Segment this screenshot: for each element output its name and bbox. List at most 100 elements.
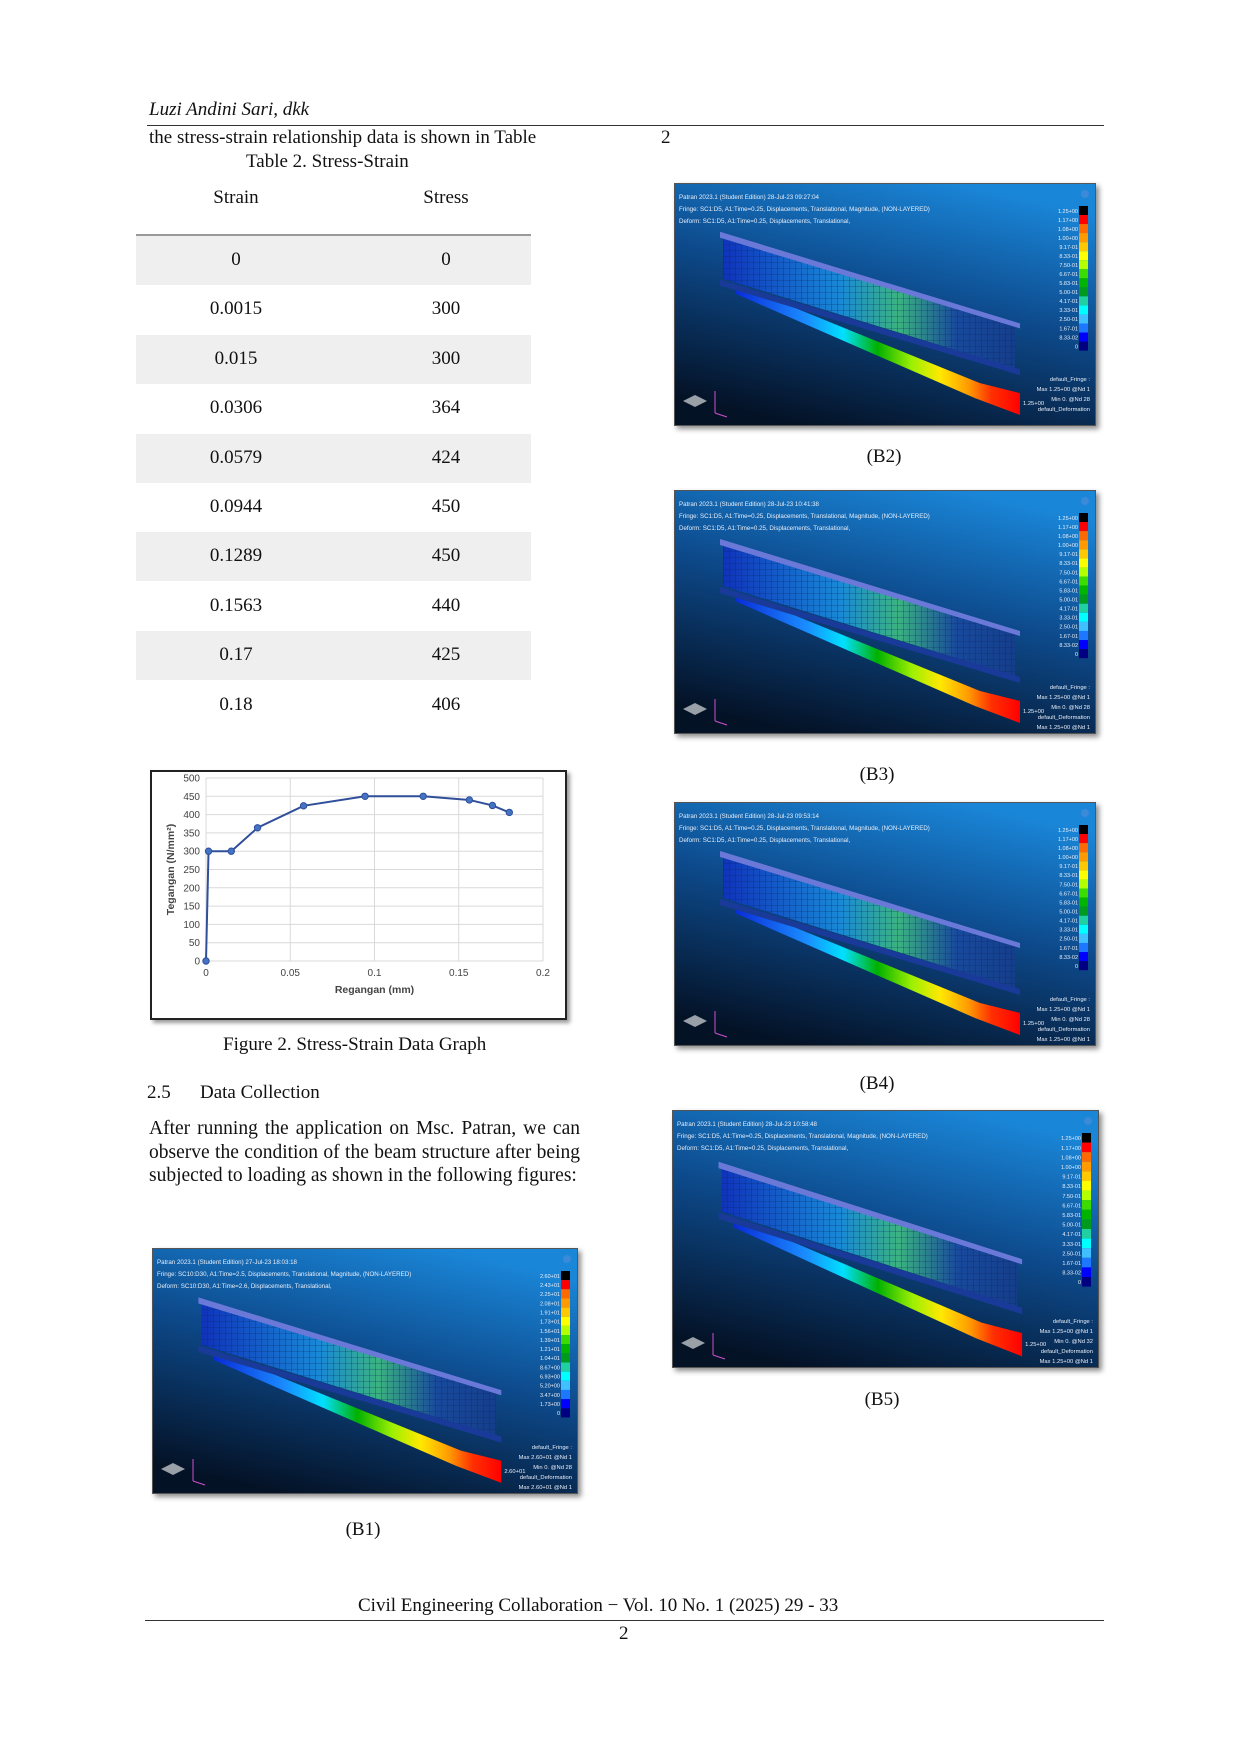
- fringe-legend-value: 5.00-01: [1059, 909, 1078, 915]
- fringe-color-swatch: [1082, 1209, 1091, 1220]
- beam-bottom-flange: [733, 1216, 1023, 1357]
- chart-svg: 0 50 100 150 200 250 300 350 400 450 500 0 0.05 0.1 0.…: [165, 774, 550, 997]
- fringe-color-swatch: [1079, 558, 1088, 568]
- fringe-color-swatch: [1079, 206, 1088, 216]
- section-title: Data Collection: [200, 1082, 320, 1103]
- fringe-legend-value: 0: [1075, 652, 1078, 658]
- patran-info-line: Deform: SC1:D5, A1:Time=0.25, Displaceme…: [677, 1145, 848, 1152]
- fringe-color-swatch: [1079, 215, 1088, 225]
- fringe-legend-value: 5.00-01: [1059, 290, 1078, 296]
- cell-strain: 0.015: [214, 347, 258, 369]
- fringe-color-swatch: [561, 1280, 570, 1290]
- fringe-legend-value: 1.73+01: [540, 1320, 560, 1326]
- fringe-summary-line: default_Fringe :: [1053, 1319, 1094, 1325]
- beam-top-flange: [198, 1297, 502, 1396]
- patran-render: Patran 2023.1 (Student Edition) 27-Jul-2…: [153, 1249, 577, 1493]
- table-row: 0.0944 450: [136, 483, 531, 532]
- fringe-legend-value: 0: [1078, 1280, 1081, 1286]
- fringe-color-swatch: [1079, 888, 1088, 898]
- figure-b3: Patran 2023.1 (Student Edition) 28-Jul-2…: [674, 490, 1096, 734]
- table-row: 0.17 425: [136, 631, 531, 681]
- y-tick-label: 300: [183, 847, 200, 858]
- fringe-legend-value: 0: [557, 1411, 560, 1417]
- y-tick-label: 100: [183, 920, 200, 931]
- running-header-author: Luzi Andini Sari, dkk: [149, 99, 310, 120]
- patran-info-line: Deform: SC1:D5, A1:Time=0.25, Displaceme…: [679, 837, 850, 844]
- fringe-legend-value: 0: [1075, 964, 1078, 970]
- fringe-summary-line: default_Deformation: [1038, 1027, 1090, 1033]
- fringe-summary-line: Max 1.25+00 @Nd 1: [1037, 1007, 1090, 1013]
- fringe-color-swatch: [1079, 576, 1088, 586]
- patran-render: Patran 2023.1 (Student Edition) 28-Jul-2…: [675, 491, 1095, 733]
- cell-strain: 0.17: [219, 644, 253, 666]
- body-paragraph: After running the application on Msc. Pa…: [149, 1118, 580, 1186]
- patran-info-line: Patran 2023.1 (Student Edition) 28-Jul-2…: [677, 1121, 818, 1128]
- table-row: 0.1563 440: [136, 582, 531, 631]
- fringe-color-swatch: [1079, 603, 1088, 613]
- fringe-summary-line: Max 1.25+00 @Nd 1: [1040, 1329, 1093, 1335]
- fringe-legend-value: 5.83-01: [1059, 588, 1078, 594]
- data-point: [299, 802, 308, 810]
- figure-b1-label: (B1): [345, 1519, 381, 1540]
- fringe-summary-line: Min 0. @Nd 28: [1051, 705, 1090, 711]
- fringe-summary-line: Min 0. @Nd 28: [1051, 1017, 1090, 1023]
- fringe-legend-value: 2.50-01: [1059, 937, 1078, 943]
- fringe-legend-value: 1.08+00: [1058, 534, 1078, 540]
- fringe-color-swatch: [561, 1371, 570, 1381]
- fringe-legend-value: 5.00-01: [1059, 597, 1078, 603]
- patran-render: Patran 2023.1 (Student Edition) 28-Jul-2…: [673, 1111, 1098, 1367]
- fringe-color-swatch: [1079, 879, 1088, 889]
- fringe-summary-line: default_Deformation: [1041, 1349, 1093, 1355]
- fringe-legend-value: 4.17-01: [1059, 299, 1078, 305]
- fringe-color-swatch: [561, 1380, 570, 1390]
- y-tick-label: 150: [183, 902, 200, 913]
- patran-render: Patran 2023.1 (Student Edition) 28-Jul-2…: [675, 803, 1095, 1045]
- fringe-color-swatch: [1079, 870, 1088, 880]
- patran-logo-icon: [1081, 497, 1089, 505]
- beam-lower-flange-edge: [198, 1345, 502, 1443]
- beam-mesh: [723, 235, 1015, 369]
- cell-strain: 0.0944: [209, 496, 263, 517]
- fringe-color-swatch: [561, 1408, 570, 1418]
- fringe-legend-value: 6.93+00: [540, 1375, 560, 1381]
- fringe-summary-line: Max 1.25+00 @Nd 1: [1037, 725, 1090, 731]
- fringe-color-swatch: [1082, 1200, 1091, 1210]
- patran-info-line: Deform: SC10:D30, A1:Time=2.6, Displacem…: [157, 1283, 332, 1290]
- series-line: [205, 795, 510, 962]
- fringe-legend-value: 8.33-01: [1059, 254, 1078, 260]
- beam-lower-flange-edge: [720, 279, 1020, 376]
- fringe-legend-value: 1.17+00: [1058, 525, 1078, 531]
- fringe-legend-value: 1.00+00: [1061, 1165, 1081, 1171]
- beam-top-flange: [720, 539, 1020, 636]
- max-value-tag: 1.25+00: [1025, 1342, 1046, 1348]
- fringe-legend-value: 8.33-02: [1062, 1271, 1081, 1277]
- patran-logo-icon: [563, 1255, 571, 1263]
- fringe-color-swatch: [1082, 1181, 1091, 1191]
- fringe-color-swatch: [1082, 1248, 1091, 1258]
- fringe-legend-value: 1.17+00: [1061, 1146, 1081, 1152]
- fringe-legend-value: 0: [1075, 344, 1078, 350]
- fringe-color-swatch: [1079, 513, 1088, 523]
- x-tick-label: 0.2: [536, 968, 550, 979]
- fringe-color-swatch: [1082, 1229, 1091, 1239]
- axis-triad-icon: [681, 1333, 726, 1360]
- footer-journal: Civil Engineering Collaboration − Vol. 1…: [358, 1595, 839, 1616]
- fringe-legend-value: 8.67+00: [540, 1365, 560, 1371]
- data-point: [361, 792, 369, 800]
- fringe-color-swatch: [1082, 1238, 1091, 1249]
- fringe-color-swatch: [561, 1362, 570, 1372]
- patran-info-line: Patran 2023.1 (Student Edition) 28-Jul-2…: [679, 813, 820, 820]
- beam-bottom-flange: [735, 903, 1020, 1035]
- fringe-summary-line: Max 2.60+01 @Nd 1: [519, 1485, 572, 1491]
- fringe-color-swatch: [1079, 531, 1088, 541]
- patran-logo-icon: [1081, 809, 1089, 817]
- fringe-summary-line: Max 1.25+00 @Nd 1: [1037, 387, 1090, 393]
- cell-strain: 0: [231, 249, 241, 270]
- fringe-color-swatch: [561, 1307, 570, 1317]
- fringe-legend-value: 8.33-01: [1059, 873, 1078, 879]
- fringe-legend-value: 7.50-01: [1059, 570, 1078, 576]
- fringe-color-swatch: [1082, 1257, 1091, 1268]
- fringe-color-swatch: [1082, 1161, 1091, 1172]
- fringe-color-swatch: [1079, 825, 1088, 835]
